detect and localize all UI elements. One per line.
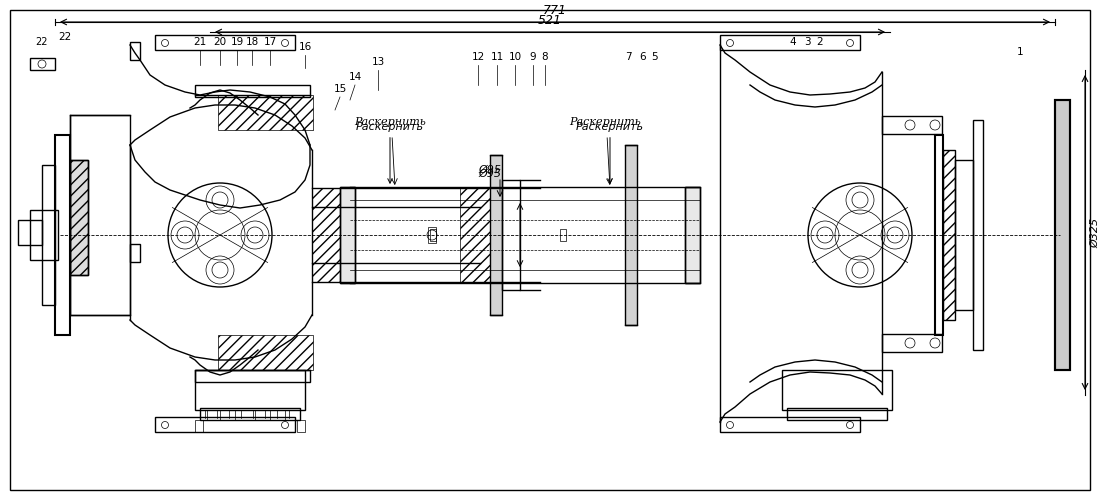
Text: 20: 20	[213, 37, 227, 47]
Bar	[782, 370, 892, 410]
Bar	[130, 42, 140, 60]
Bar	[625, 145, 637, 325]
Bar	[943, 150, 955, 320]
Bar	[720, 35, 860, 50]
Bar	[297, 420, 305, 432]
Bar	[195, 85, 310, 97]
Bar	[130, 244, 140, 262]
Text: 8: 8	[541, 52, 548, 62]
Bar	[560, 229, 566, 241]
Bar	[70, 160, 88, 275]
Bar	[312, 188, 342, 282]
Bar	[882, 334, 942, 352]
Text: Раскернить: Раскернить	[354, 117, 426, 127]
Bar	[428, 227, 436, 243]
Bar	[70, 115, 130, 315]
Bar	[55, 135, 70, 335]
Text: 10: 10	[508, 52, 521, 62]
Text: 12: 12	[472, 52, 485, 62]
Bar	[720, 417, 860, 432]
Text: 22: 22	[35, 37, 48, 47]
Text: 1: 1	[1016, 47, 1023, 57]
Bar	[70, 160, 88, 275]
Bar	[974, 120, 983, 350]
Text: 22: 22	[58, 32, 72, 42]
Text: Раскернить: Раскернить	[576, 122, 643, 183]
Bar	[685, 187, 700, 283]
Bar	[155, 35, 295, 50]
Text: 11: 11	[491, 52, 504, 62]
Bar	[882, 116, 942, 134]
Bar	[42, 165, 55, 305]
Text: 4: 4	[790, 37, 796, 47]
Bar	[30, 58, 55, 70]
Bar	[1055, 100, 1070, 370]
Bar	[460, 188, 490, 282]
Bar	[218, 95, 314, 130]
Bar	[786, 408, 887, 420]
Text: 9: 9	[530, 52, 537, 62]
Bar	[1055, 100, 1070, 370]
Text: 3: 3	[804, 37, 811, 47]
Bar	[490, 155, 502, 315]
Bar	[502, 180, 520, 290]
Text: 14: 14	[349, 72, 362, 82]
Text: 771: 771	[543, 4, 566, 17]
Bar	[430, 229, 436, 241]
Text: Раскернить: Раскернить	[356, 122, 424, 183]
Bar	[955, 160, 974, 310]
Bar	[935, 135, 943, 335]
Text: Ø95: Ø95	[478, 165, 502, 175]
Text: Ø95: Ø95	[478, 169, 502, 179]
Bar	[685, 187, 700, 283]
Text: 16: 16	[298, 42, 311, 52]
Text: Раскернить: Раскернить	[569, 117, 641, 127]
Bar	[340, 187, 355, 283]
Text: 18: 18	[245, 37, 258, 47]
Bar	[340, 187, 355, 283]
Text: 15: 15	[333, 84, 346, 94]
Text: 7: 7	[625, 52, 631, 62]
Bar	[30, 210, 58, 260]
Bar	[200, 408, 300, 420]
Text: 521: 521	[538, 14, 562, 27]
Text: 19: 19	[230, 37, 243, 47]
Text: 6: 6	[640, 52, 647, 62]
Bar	[943, 150, 955, 320]
Text: Ø325: Ø325	[1090, 218, 1100, 248]
Bar	[195, 370, 305, 410]
Bar	[70, 160, 88, 275]
Bar	[155, 417, 295, 432]
Text: 13: 13	[372, 57, 385, 67]
Bar	[218, 335, 314, 370]
Bar	[195, 370, 310, 382]
Text: 17: 17	[263, 37, 276, 47]
Text: 21: 21	[194, 37, 207, 47]
Text: 2: 2	[816, 37, 823, 47]
Bar	[195, 420, 204, 432]
Bar	[18, 220, 42, 245]
Text: 5: 5	[651, 52, 658, 62]
